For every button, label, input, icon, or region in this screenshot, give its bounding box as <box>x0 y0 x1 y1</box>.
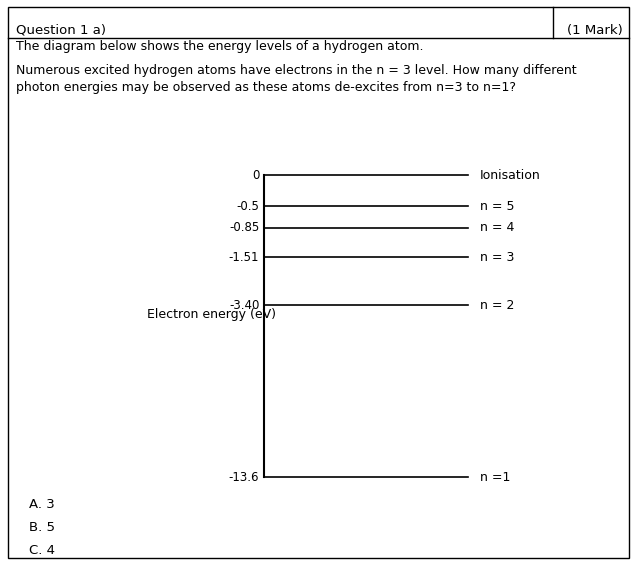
Text: n = 3: n = 3 <box>480 250 514 264</box>
Text: C. 4: C. 4 <box>29 544 55 557</box>
Text: -0.5: -0.5 <box>236 199 259 213</box>
Text: -3.40: -3.40 <box>229 298 259 312</box>
Text: (1 Mark): (1 Mark) <box>567 24 623 37</box>
Text: 0: 0 <box>252 168 259 182</box>
Text: n = 4: n = 4 <box>480 221 514 234</box>
Text: -13.6: -13.6 <box>229 471 259 484</box>
Text: The diagram below shows the energy levels of a hydrogen atom.: The diagram below shows the energy level… <box>16 40 424 53</box>
Text: -1.51: -1.51 <box>229 250 259 264</box>
Text: -0.85: -0.85 <box>229 221 259 234</box>
Text: A. 3: A. 3 <box>29 498 54 511</box>
Text: photon energies may be observed as these atoms de-excites from n=3 to n=1?: photon energies may be observed as these… <box>16 81 516 94</box>
Text: Electron energy (eV): Electron energy (eV) <box>147 308 276 321</box>
Text: Ionisation: Ionisation <box>480 168 540 182</box>
Text: n = 2: n = 2 <box>480 298 514 312</box>
Text: n =1: n =1 <box>480 471 510 484</box>
Text: B. 5: B. 5 <box>29 521 55 534</box>
Text: Numerous excited hydrogen atoms have electrons in the n = 3 level. How many diff: Numerous excited hydrogen atoms have ele… <box>16 64 576 77</box>
Text: Question 1 a): Question 1 a) <box>16 24 106 37</box>
Text: n = 5: n = 5 <box>480 199 514 213</box>
